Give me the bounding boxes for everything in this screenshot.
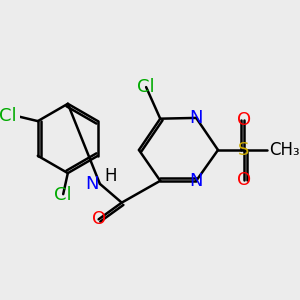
Text: S: S: [238, 141, 249, 159]
Text: N: N: [189, 109, 203, 127]
Text: H: H: [104, 167, 116, 185]
Text: Cl: Cl: [0, 107, 16, 125]
Text: Cl: Cl: [54, 186, 72, 204]
Text: CH₃: CH₃: [269, 141, 300, 159]
Text: O: O: [92, 210, 106, 228]
Text: Cl: Cl: [137, 78, 155, 96]
Text: N: N: [189, 172, 203, 190]
Text: O: O: [237, 170, 251, 188]
Text: O: O: [237, 112, 251, 130]
Text: N: N: [85, 175, 99, 193]
